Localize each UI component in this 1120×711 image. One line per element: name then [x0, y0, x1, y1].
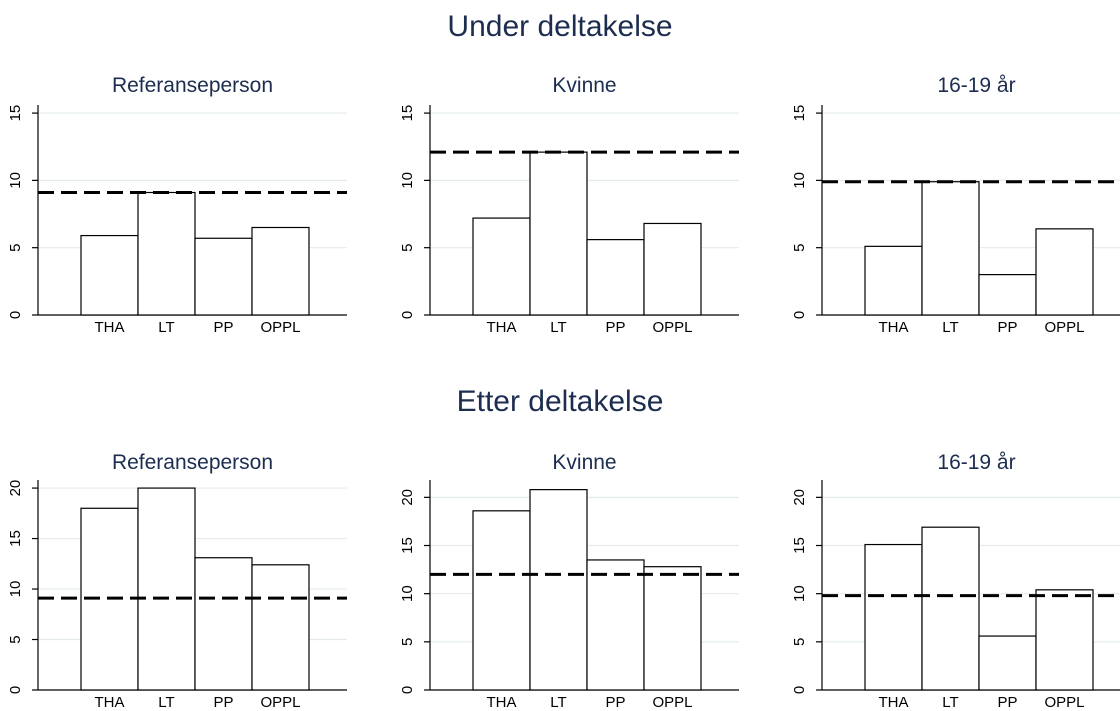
category-label: OPPL: [260, 319, 300, 336]
chart-panel: Kvinne 0 5 10 15 THA LT PP OPPL: [399, 74, 739, 336]
y-tick-label: 10: [791, 172, 808, 189]
chart-panel: Kvinne 0 5 10 15 20 THA LT PP OPPL: [399, 451, 739, 711]
bar: [643, 566, 702, 691]
y-tick-label: 15: [399, 105, 416, 122]
y-tick-label: 5: [399, 638, 416, 646]
chart-panel: 16-19 år 0 5 10 15 20 THA LT PP OPPL: [791, 451, 1120, 711]
y-tick-label: 10: [7, 581, 24, 598]
category-label: LT: [942, 694, 958, 711]
y-tick-label: 5: [399, 244, 416, 252]
panel-title: Kvinne: [552, 451, 616, 474]
chart-panel: 16-19 år 0 5 10 15 THA LT PP OPPL: [791, 74, 1120, 336]
bar: [194, 557, 253, 691]
bar: [472, 510, 531, 691]
category-label: PP: [213, 319, 233, 336]
bar: [251, 226, 310, 316]
bar: [586, 559, 645, 691]
category-label: OPPL: [1044, 694, 1084, 711]
category-label: THA: [879, 694, 909, 711]
bar: [251, 564, 310, 691]
y-tick-label: 5: [7, 244, 24, 252]
category-label: PP: [605, 319, 625, 336]
category-label: LT: [158, 694, 174, 711]
y-tick-label: 10: [791, 585, 808, 602]
y-tick-label: 0: [7, 686, 24, 694]
y-tick-label: 5: [7, 635, 24, 643]
bar: [80, 234, 139, 316]
bar: [472, 217, 531, 316]
y-tick-label: 15: [7, 530, 24, 547]
category-label: OPPL: [652, 694, 692, 711]
category-label: THA: [95, 694, 125, 711]
bar: [137, 191, 196, 316]
category-label: THA: [487, 694, 517, 711]
category-label: THA: [487, 319, 517, 336]
category-label: OPPL: [652, 319, 692, 336]
y-tick-label: 10: [399, 585, 416, 602]
category-label: OPPL: [260, 694, 300, 711]
category-label: THA: [879, 319, 909, 336]
chart-panel: Referanseperson 0 5 10 15 20 THA LT PP OPPL: [7, 451, 347, 711]
panel-title: 16-19 år: [937, 451, 1015, 474]
y-tick-label: 0: [399, 686, 416, 694]
bar: [921, 181, 980, 316]
category-label: PP: [997, 319, 1017, 336]
y-tick-label: 20: [7, 480, 24, 497]
panel-title: 16-19 år: [937, 74, 1015, 97]
section-title-under: Under deltakelse: [447, 10, 673, 43]
y-tick-label: 5: [791, 244, 808, 252]
bar: [1035, 589, 1094, 691]
bar: [864, 245, 923, 316]
bar: [978, 274, 1037, 316]
y-tick-label: 15: [399, 537, 416, 554]
y-tick-label: 5: [791, 638, 808, 646]
y-tick-label: 15: [7, 105, 24, 122]
bar: [864, 543, 923, 691]
category-label: PP: [997, 694, 1017, 711]
y-tick-label: 0: [399, 311, 416, 319]
bar: [137, 487, 196, 691]
category-label: LT: [550, 319, 566, 336]
bar: [978, 635, 1037, 691]
y-tick-label: 20: [399, 489, 416, 506]
panel-title: Kvinne: [552, 74, 616, 97]
category-label: PP: [213, 694, 233, 711]
y-tick-label: 10: [399, 172, 416, 189]
bar: [529, 151, 588, 316]
category-label: PP: [605, 694, 625, 711]
y-tick-label: 20: [791, 489, 808, 506]
panel-title: Referanseperson: [112, 74, 273, 97]
section-title-etter: Etter deltakelse: [456, 385, 664, 418]
panel-title: Referanseperson: [112, 451, 273, 474]
category-label: OPPL: [1044, 319, 1084, 336]
y-tick-label: 15: [791, 105, 808, 122]
category-label: LT: [158, 319, 174, 336]
bar: [1035, 228, 1094, 316]
y-tick-label: 0: [791, 686, 808, 694]
y-tick-label: 15: [791, 537, 808, 554]
category-label: THA: [95, 319, 125, 336]
y-tick-label: 10: [7, 172, 24, 189]
category-label: LT: [942, 319, 958, 336]
bar: [643, 222, 702, 316]
chart-panel: Referanseperson 0 5 10 15 THA LT PP OPPL: [7, 74, 347, 336]
bar: [921, 526, 980, 691]
y-tick-label: 0: [7, 311, 24, 319]
bar: [586, 239, 645, 316]
bar: [194, 237, 253, 316]
bar: [529, 489, 588, 691]
category-label: LT: [550, 694, 566, 711]
y-tick-label: 0: [791, 311, 808, 319]
